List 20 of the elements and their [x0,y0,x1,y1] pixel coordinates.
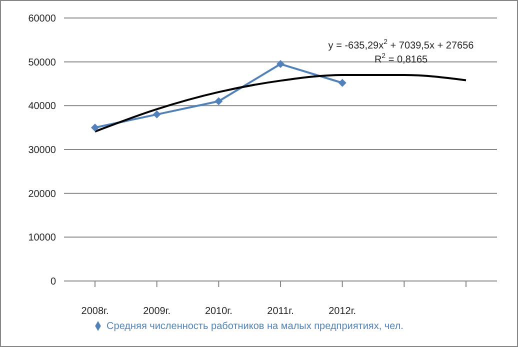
y-tick-label: 10000 [28,232,56,244]
y-tick-label: 30000 [28,145,56,156]
x-tick-label: 2008г. [81,306,109,318]
y-tick-label: 20000 [28,188,56,200]
point [91,124,99,132]
point [338,78,346,87]
x-tick-label: 2011г. [267,306,294,318]
point [276,60,284,68]
x-tick-label: 2010г. [204,306,232,318]
y-tick-label: 60000 [28,14,56,25]
point [152,110,161,118]
y-tick-label: 0 [50,276,56,288]
y-tick-label: 40000 [28,101,56,112]
point [214,97,223,106]
annotation: R$^{2}$ = 0,8165 [373,52,429,66]
y-tick-label: 50000 [28,57,56,68]
x-tick-label: 2009г. [143,306,171,318]
legend-label: Средняя численность работников на малых предприятиях, чел. [106,321,404,332]
x-tick-label: 2012г. [328,306,356,318]
annotation: y = -635,29x$^{2}$ + 7039,5x + 27656 [327,38,475,52]
